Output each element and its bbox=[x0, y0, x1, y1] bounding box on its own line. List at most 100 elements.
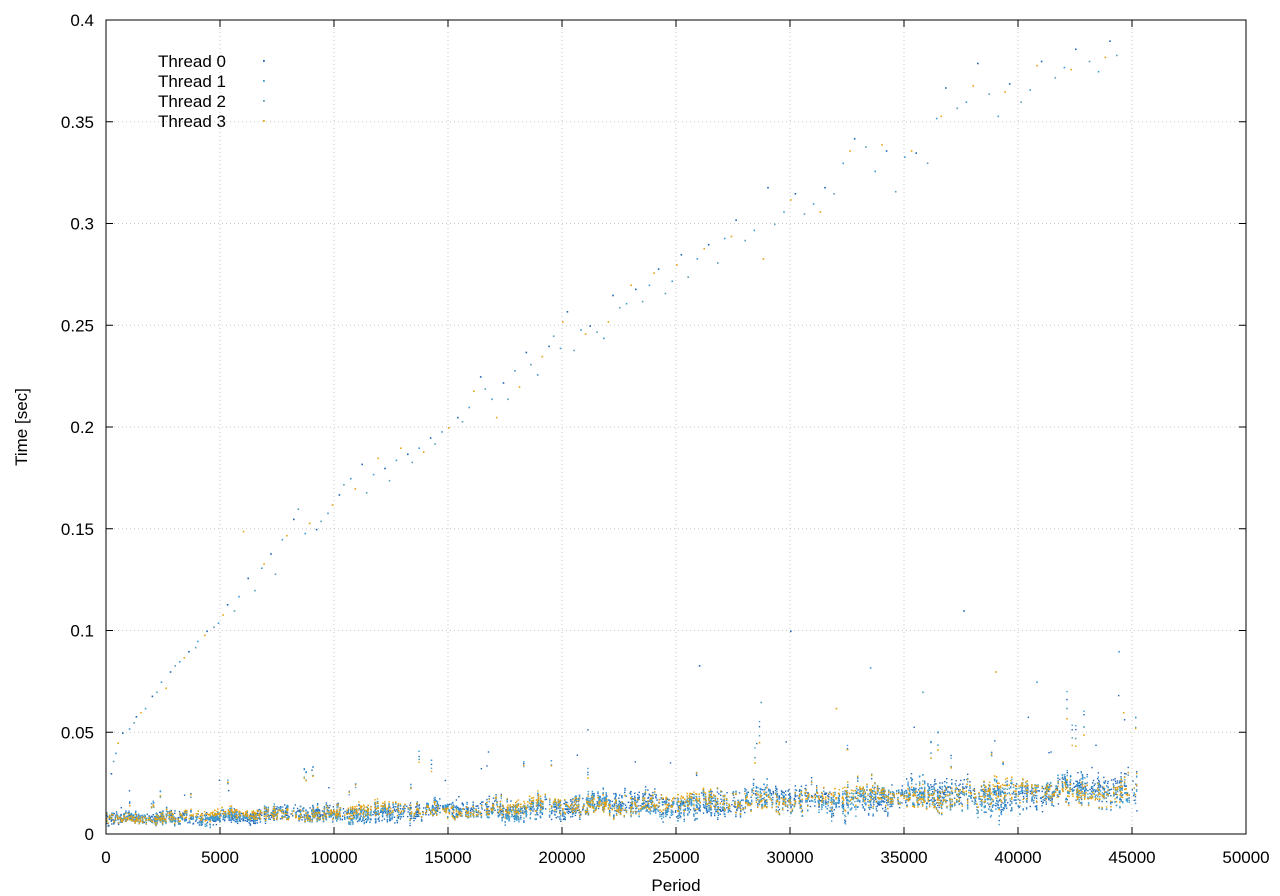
data-point bbox=[178, 822, 180, 824]
data-point bbox=[1068, 793, 1070, 795]
data-point bbox=[571, 802, 573, 804]
data-point bbox=[1080, 802, 1082, 804]
data-point bbox=[665, 811, 668, 813]
data-point bbox=[603, 800, 605, 802]
data-point bbox=[1115, 782, 1117, 785]
data-point bbox=[837, 798, 840, 800]
data-point bbox=[236, 819, 238, 821]
data-point bbox=[722, 799, 724, 801]
data-point bbox=[645, 801, 647, 803]
data-point bbox=[1098, 800, 1100, 802]
data-point bbox=[1014, 796, 1016, 798]
data-point bbox=[620, 804, 622, 806]
data-point bbox=[822, 797, 824, 800]
data-point bbox=[1018, 793, 1020, 795]
data-point bbox=[494, 809, 496, 811]
outlier-point bbox=[635, 288, 637, 291]
data-point bbox=[1105, 797, 1107, 799]
data-point bbox=[695, 773, 698, 775]
data-point bbox=[1122, 801, 1124, 803]
outlier-point bbox=[110, 773, 113, 775]
data-point bbox=[198, 824, 201, 826]
data-point bbox=[520, 815, 522, 817]
data-point bbox=[918, 803, 920, 806]
data-point bbox=[516, 804, 518, 806]
data-point bbox=[375, 814, 378, 816]
data-point bbox=[125, 811, 127, 814]
data-point bbox=[425, 811, 428, 813]
data-point bbox=[355, 816, 357, 819]
data-point bbox=[1066, 707, 1068, 710]
data-point bbox=[825, 800, 827, 803]
data-point bbox=[987, 788, 990, 790]
data-point bbox=[1089, 788, 1091, 791]
data-point bbox=[389, 819, 392, 821]
data-point bbox=[823, 793, 826, 795]
data-point bbox=[933, 791, 935, 794]
data-point bbox=[1048, 752, 1050, 754]
data-point bbox=[930, 784, 932, 786]
data-point bbox=[647, 797, 649, 799]
data-point bbox=[494, 800, 497, 802]
data-point bbox=[564, 803, 566, 805]
data-point bbox=[598, 804, 601, 806]
data-point bbox=[978, 793, 980, 795]
data-point bbox=[501, 818, 503, 820]
data-point bbox=[359, 816, 361, 818]
outlier-point bbox=[735, 219, 737, 221]
data-point bbox=[1035, 784, 1038, 787]
data-point bbox=[152, 822, 154, 824]
data-point bbox=[751, 801, 753, 803]
data-point bbox=[1045, 792, 1047, 794]
data-point bbox=[708, 796, 711, 799]
data-point bbox=[846, 748, 849, 750]
data-point bbox=[106, 814, 108, 817]
data-point bbox=[481, 806, 483, 809]
data-point bbox=[845, 791, 847, 793]
data-point bbox=[542, 807, 544, 810]
data-point bbox=[1098, 779, 1100, 782]
outlier-point bbox=[226, 604, 229, 606]
data-point bbox=[726, 792, 728, 794]
data-point bbox=[319, 809, 321, 812]
data-point bbox=[318, 819, 320, 821]
data-point bbox=[699, 806, 701, 808]
data-point bbox=[397, 816, 400, 818]
data-point bbox=[673, 801, 675, 803]
data-point bbox=[162, 813, 164, 816]
data-point bbox=[801, 809, 804, 811]
data-point bbox=[531, 808, 533, 810]
data-point bbox=[1027, 791, 1029, 793]
data-point bbox=[772, 790, 774, 793]
data-point bbox=[227, 783, 229, 785]
data-point bbox=[364, 818, 367, 820]
data-point bbox=[637, 797, 639, 800]
data-point bbox=[614, 801, 617, 803]
data-point bbox=[1093, 793, 1095, 795]
data-point bbox=[644, 792, 647, 795]
data-point bbox=[710, 793, 712, 795]
data-point bbox=[1127, 774, 1129, 776]
data-point bbox=[830, 797, 832, 799]
data-point bbox=[1069, 787, 1071, 789]
data-point bbox=[1107, 795, 1109, 797]
data-point bbox=[233, 819, 235, 822]
data-point bbox=[117, 823, 120, 826]
data-point bbox=[1066, 774, 1068, 777]
data-point bbox=[577, 800, 580, 803]
data-point bbox=[1082, 792, 1084, 794]
data-point bbox=[1123, 719, 1126, 721]
data-point bbox=[568, 810, 570, 812]
data-point bbox=[161, 816, 163, 819]
data-point bbox=[1133, 792, 1135, 794]
data-point bbox=[697, 803, 700, 805]
data-point bbox=[244, 816, 247, 818]
outlier-point bbox=[963, 610, 965, 612]
data-point bbox=[650, 801, 652, 803]
data-point bbox=[475, 815, 478, 818]
data-point bbox=[433, 813, 435, 815]
data-point bbox=[916, 794, 918, 796]
data-point bbox=[679, 812, 681, 814]
data-point bbox=[393, 806, 395, 808]
